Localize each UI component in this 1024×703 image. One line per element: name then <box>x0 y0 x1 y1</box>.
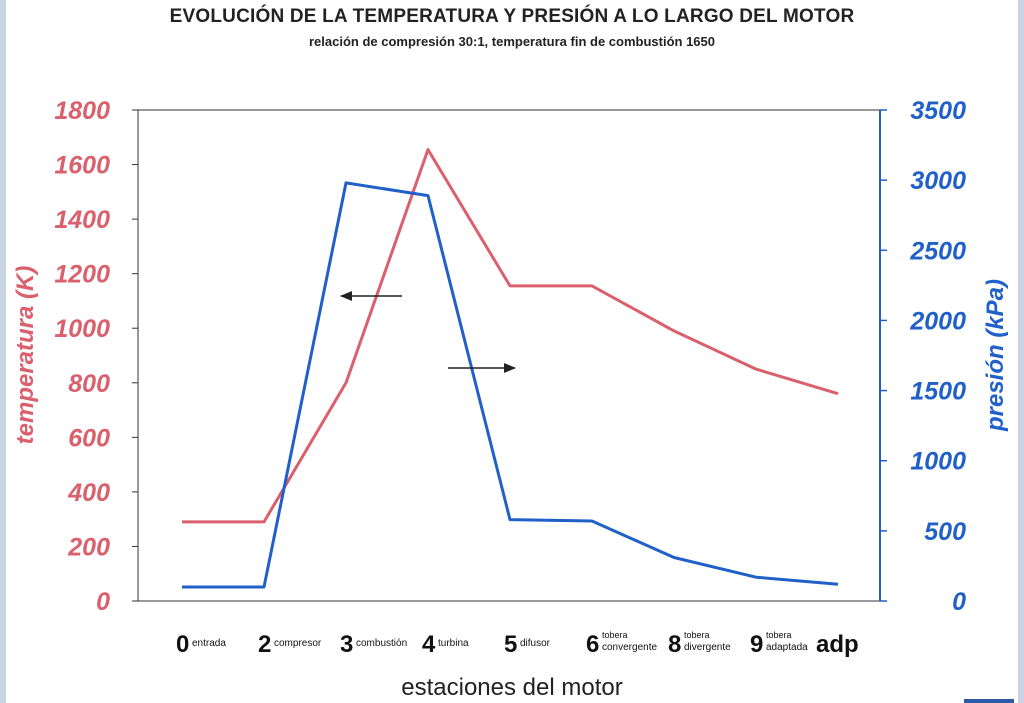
station-label: difusor <box>520 638 551 649</box>
station-label: divergente <box>684 642 731 653</box>
station-number: 5 <box>504 631 517 658</box>
station-number: 8 <box>668 631 681 658</box>
station-label: combustión <box>356 638 407 649</box>
left-tick-label: 1600 <box>54 152 110 180</box>
station-label: turbina <box>438 638 469 649</box>
left-tick-label: 600 <box>68 424 110 452</box>
station-number: 9 <box>750 631 763 658</box>
left-tick-label: 0 <box>96 588 110 616</box>
x-axis-label: estaciones del motor <box>401 674 622 701</box>
station-number: 4 <box>422 631 436 658</box>
station-number: 2 <box>258 631 271 658</box>
pressure-line <box>182 181 839 589</box>
station-extra-label: adp <box>816 631 859 658</box>
station-label: convergente <box>602 642 657 653</box>
chart-subtitle: relación de compresión 30:1, temperatura… <box>308 34 715 49</box>
left-tick-label: 1200 <box>54 261 110 289</box>
corner-decoration <box>964 699 1014 703</box>
right-tick-label: 1500 <box>910 378 966 406</box>
right-tick-label: 3500 <box>910 97 966 125</box>
right-tick-label: 3000 <box>910 167 966 195</box>
station-label: adaptada <box>766 642 808 653</box>
right-tick-label: 2000 <box>909 307 966 335</box>
temperature-line <box>182 148 839 524</box>
right-tick-label: 500 <box>924 518 966 546</box>
left-tick-label: 1800 <box>54 97 110 125</box>
station-label: compresor <box>274 638 322 649</box>
left-y-axis-label: temperatura (K) <box>12 266 39 445</box>
right-tick-label: 2500 <box>909 237 966 265</box>
left-tick-label: 800 <box>68 370 110 398</box>
chart-title: EVOLUCIÓN DE LA TEMPERATURA Y PRESIÓN A … <box>169 6 855 27</box>
right-y-axis-label: presión (kPa) <box>982 279 1009 432</box>
right-tick-label: 1000 <box>910 448 966 476</box>
station-label: entrada <box>192 638 226 649</box>
station-number: 0 <box>176 631 189 658</box>
left-tick-label: 1000 <box>54 315 110 343</box>
left-tick-label: 400 <box>67 479 110 507</box>
station-label-top: tobera <box>602 630 628 640</box>
station-number: 6 <box>586 631 599 658</box>
right-tick-label: 0 <box>952 588 966 616</box>
station-label-top: tobera <box>684 630 710 640</box>
left-tick-label: 200 <box>67 533 110 561</box>
station-label-top: tobera <box>766 630 792 640</box>
station-number: 3 <box>340 631 353 658</box>
left-tick-label: 1400 <box>54 206 110 234</box>
